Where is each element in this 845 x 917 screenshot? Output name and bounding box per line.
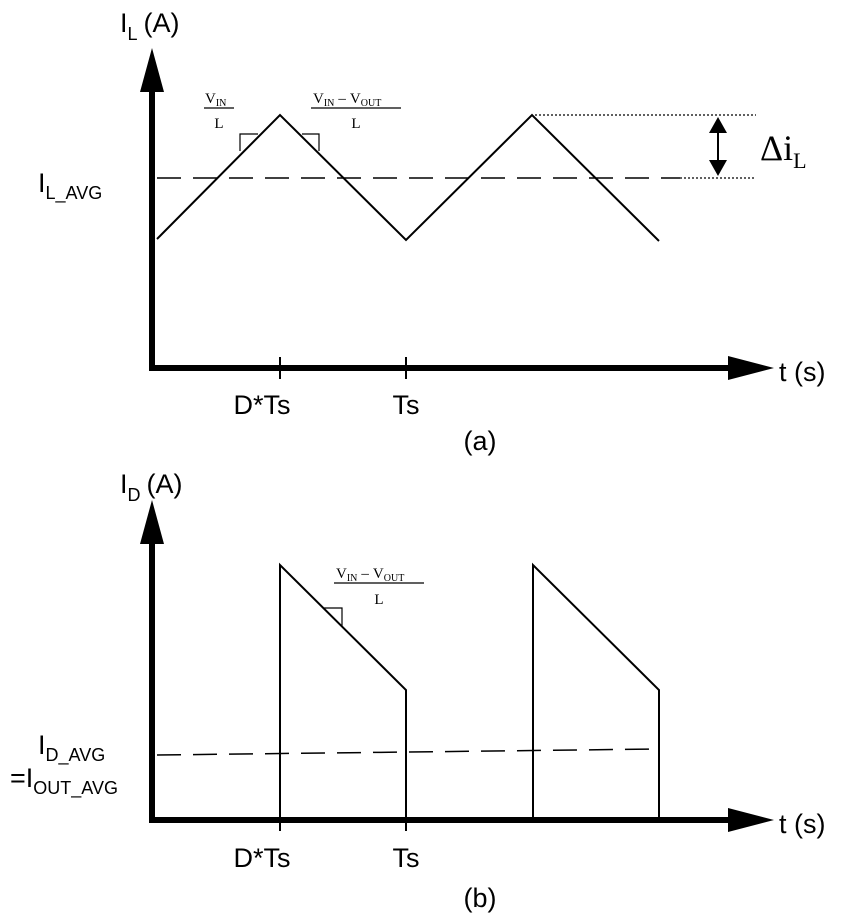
svg-text:L: L [374, 592, 383, 608]
panel-a: IL (A) t (s) IL_AVG D*Ts Ts VIN L VIN – VOU… [38, 8, 826, 456]
y-axis-arrowhead [140, 500, 164, 544]
svg-text:VIN: VIN [205, 91, 226, 109]
x-axis-arrowhead [728, 808, 774, 832]
panel-a-average-current-label: IL_AVG [38, 168, 102, 204]
panel-a-tick-label-dts: D*Ts [233, 390, 290, 420]
panel-b-fall-slope-fraction: VIN – VOUT L [334, 566, 424, 608]
svg-text:VIN–VOUT: VIN – VOUT [313, 91, 381, 109]
panel-a-ripple-label: ΔiL [760, 128, 807, 173]
panel-a-x-axis-label: t (s) [779, 357, 826, 387]
panel-a-fall-slope-marker [302, 133, 320, 151]
x-axis-arrowhead [728, 356, 774, 380]
panel-b-x-axis [149, 808, 774, 832]
svg-text:L: L [351, 116, 360, 132]
panel-b: ID (A) t (s) ID_AVG =IOUT_AVG D*Ts Ts VIN… [10, 469, 826, 913]
svg-text:L: L [214, 116, 223, 132]
svg-text:VIN–VOUT: VIN – VOUT [336, 566, 404, 584]
panel-a-y-axis [140, 48, 164, 368]
panel-a-rise-slope-fraction: VIN L [204, 91, 234, 132]
panel-a-rise-slope-marker [239, 133, 258, 151]
y-axis-arrowhead [140, 48, 164, 92]
panel-b-average-line [156, 748, 661, 756]
panel-a-tick-label-ts: Ts [393, 390, 420, 420]
panel-b-average-output-current-label: =IOUT_AVG [10, 763, 118, 799]
panel-a-inductor-current-waveform [156, 113, 660, 242]
panel-b-diode-current-pulse-2 [532, 562, 660, 820]
panel-a-y-axis-label: IL (A) [120, 8, 180, 44]
panel-a-fall-slope-fraction: VIN – VOUT L [311, 91, 401, 132]
panel-b-average-diode-current-label: ID_AVG [38, 730, 105, 766]
panel-b-x-axis-label: t (s) [779, 809, 826, 839]
panel-b-y-axis-label: ID (A) [120, 469, 183, 505]
panel-b-fall-slope-marker [324, 607, 343, 626]
panel-b-y-axis [140, 500, 164, 820]
panel-b-caption: (b) [464, 883, 497, 913]
panel-a-ripple-indicator [709, 117, 727, 176]
panel-b-diode-current-pulse-1 [279, 562, 407, 820]
panel-a-x-axis [149, 356, 774, 380]
panel-a-caption: (a) [464, 426, 497, 456]
panel-b-tick-label-dts: D*Ts [233, 843, 290, 873]
panel-b-tick-label-ts: Ts [393, 843, 420, 873]
